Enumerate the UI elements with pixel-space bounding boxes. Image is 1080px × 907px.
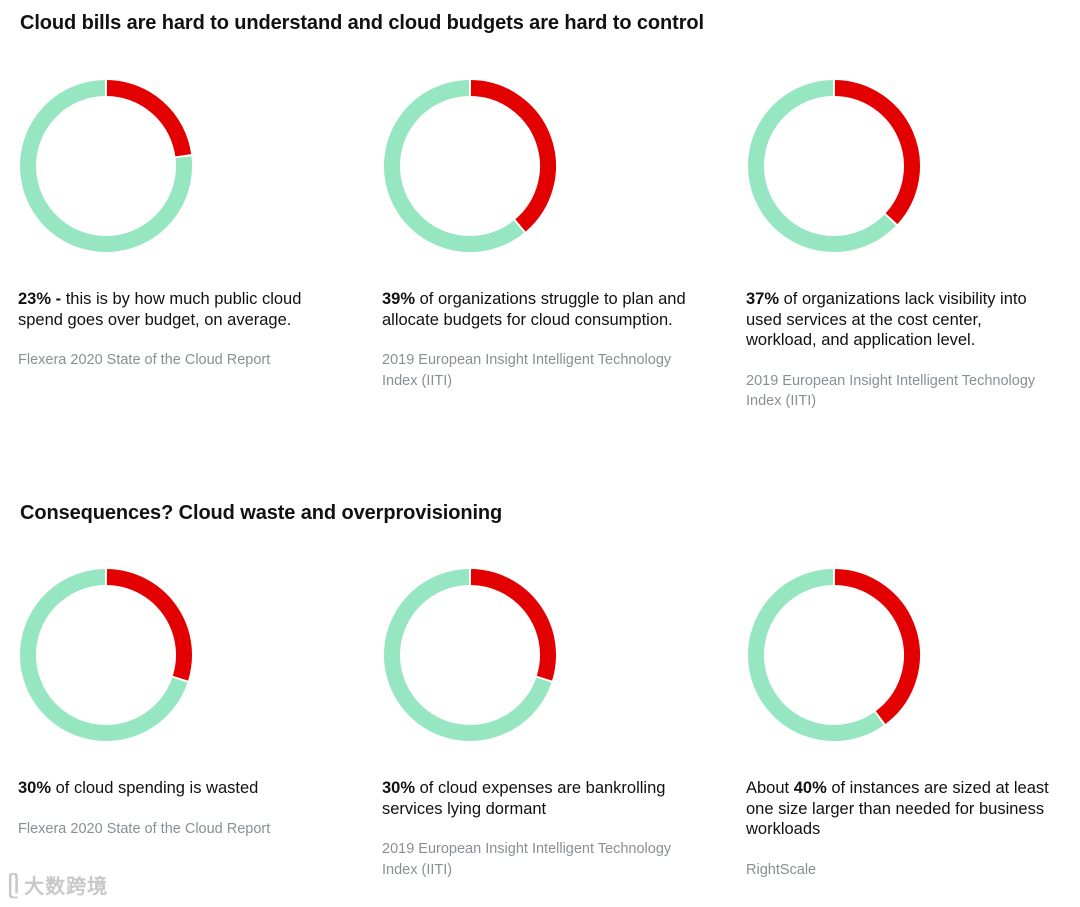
donut-slice-highlighted [834,569,920,724]
watermark-logo-icon: ᥫ [8,873,21,898]
source-citation-2: 2019 European Insight Intelligent Techno… [382,352,672,389]
watermark-text: 大数跨境 [24,876,109,898]
stat-value: 39% [382,290,416,308]
donut-slice-highlighted [470,569,556,681]
stat-description: of cloud expenses are bankrolling servic… [382,779,666,818]
section-title-budgets: Cloud bills are hard to understand and c… [20,12,704,34]
donut-slice-highlighted [470,80,556,232]
stat-card-2: 39% of organizations struggle to plan an… [382,78,692,391]
stat-text-5: 30% of cloud expenses are bankrolling se… [382,778,692,819]
source-citation-4: Flexera 2020 State of the Cloud Report [18,820,271,837]
stat-text-2: 39% of organizations struggle to plan an… [382,289,692,330]
stat-value: 40% [793,779,827,797]
donut-slice-remainder [384,80,524,252]
stat-value: 37% [746,290,780,308]
donut-chart-4 [20,569,192,741]
donut-slice-remainder [20,569,188,741]
donut-chart-6 [748,569,920,741]
stat-value: 30% [382,779,416,797]
donut-chart-5 [384,569,556,741]
watermark: ᥫ 大数跨境 [8,870,108,899]
donut-slice-remainder [748,80,896,252]
stat-description: of instances are sized at least one size… [746,779,1049,838]
stat-text-6: About 40% of instances are sized at leas… [746,778,1056,840]
source-citation-1: Flexera 2020 State of the Cloud Report [18,352,271,368]
source-citation-6: RightScale [746,861,817,878]
stat-card-3: 37% of organizations lack visibility int… [746,78,1056,412]
stat-card-5: 30% of cloud expenses are bankrolling se… [382,567,692,880]
stat-card-6: About 40% of instances are sized at leas… [746,567,1056,880]
stat-text-1: 23% - this is by how much public cloud s… [18,289,328,330]
section-title-consequences: Consequences? Cloud waste and overprovis… [20,502,503,524]
stat-text-3: 37% of organizations lack visibility int… [746,289,1056,351]
stat-value: 23% - [18,290,62,308]
source-citation-5: 2019 European Insight Intelligent Techno… [382,841,672,878]
stat-description: of organizations lack visibility into us… [746,290,1027,349]
donut-chart-2 [384,80,556,252]
donut-slice-remainder [384,569,552,741]
stat-card-4: 30% of cloud spending is wasted Flexera … [18,567,328,839]
donut-slice-highlighted [106,80,192,157]
donut-slice-highlighted [106,569,192,681]
stat-text-4: 30% of cloud spending is wasted [18,778,328,799]
stat-description: of cloud spending is wasted [51,779,259,797]
donut-slice-remainder [20,80,192,252]
stat-card-1: 23% - this is by how much public cloud s… [18,78,328,371]
donut-slice-highlighted [834,80,920,225]
stat-prefix: About [746,779,794,797]
stat-description: of organizations struggle to plan and al… [382,290,686,329]
donut-chart-1 [20,80,192,252]
stat-value: 30% [18,779,52,797]
source-citation-3: 2019 European Insight Intelligent Techno… [746,372,1036,410]
stat-description: this is by how much public cloud spend g… [18,290,302,329]
donut-chart-3 [748,80,920,252]
donut-slice-remainder [748,569,884,741]
